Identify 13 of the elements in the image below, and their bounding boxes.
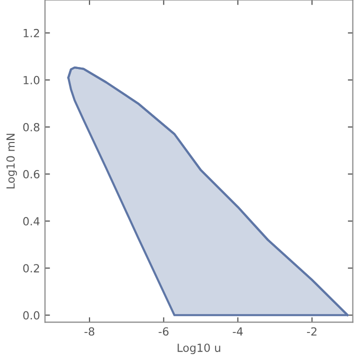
y-tick-label: 0.8	[23, 122, 40, 132]
x-tick-label: -8	[84, 327, 94, 336]
x-axis-title: Log10 u	[178, 344, 220, 354]
y-tick-label: 1.0	[24, 76, 40, 84]
x-tick-label: -4	[232, 327, 243, 336]
y-tick-label: 0.4	[23, 217, 40, 226]
y-tick-label: 0.0	[23, 311, 40, 320]
x-tick-label: -6	[158, 327, 169, 336]
y-tick-label: 1.2	[24, 28, 40, 38]
y-tick-label: 0.6	[23, 170, 40, 178]
y-axis-title: Log10 mN	[6, 134, 17, 188]
y-tick-label: 0.2	[23, 264, 40, 272]
x-tick-label: -2	[307, 327, 316, 336]
